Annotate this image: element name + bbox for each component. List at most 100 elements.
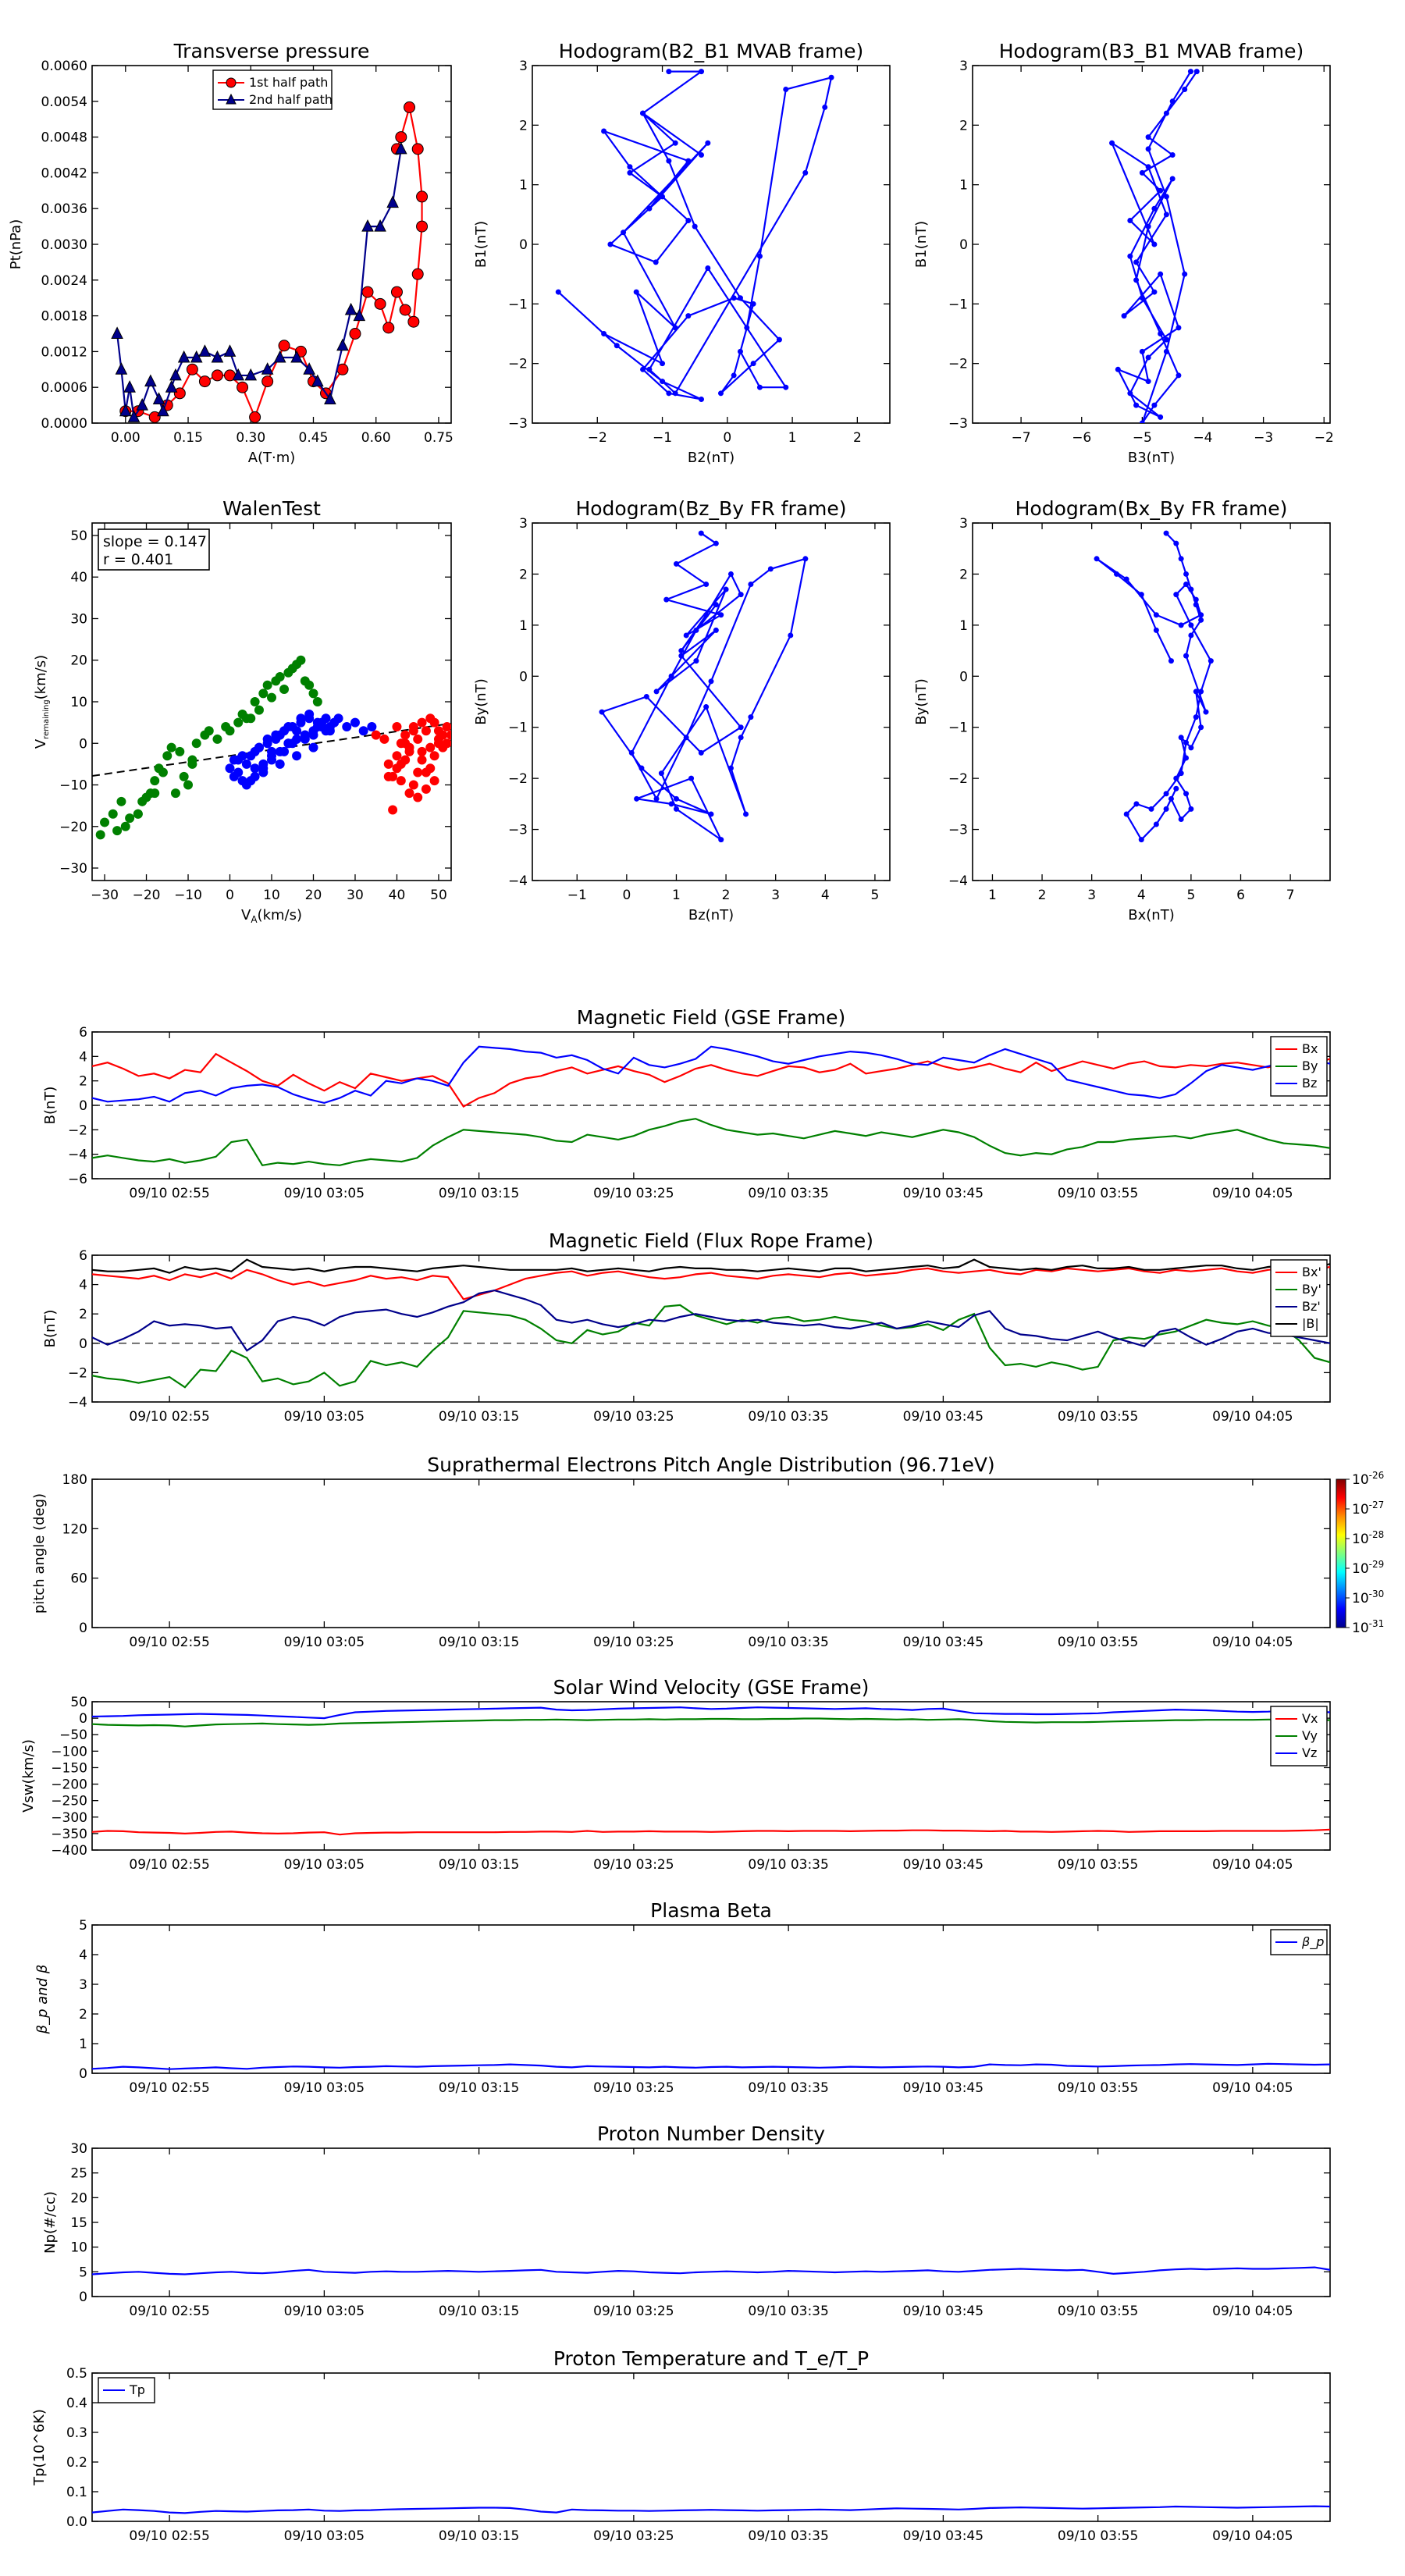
series-line: [1096, 532, 1212, 841]
scatter-point: [317, 721, 327, 731]
x-tick-label: 0: [723, 430, 731, 446]
data-point: [698, 530, 704, 536]
x-axis-label: B3(nT): [1128, 450, 1175, 466]
data-point: [638, 765, 645, 771]
data-point: [1094, 556, 1100, 562]
data-point: [601, 331, 607, 336]
y-tick-label: −10: [59, 778, 87, 794]
scatter-point: [112, 826, 123, 836]
data-point: [699, 396, 705, 402]
scatter-point: [296, 713, 306, 724]
y-tick-label: 6: [79, 1248, 87, 1264]
data-point: [653, 259, 659, 265]
data-point: [395, 131, 407, 144]
y-tick-label: 0.4: [66, 2396, 87, 2411]
scatter-point: [350, 717, 360, 728]
x-axis-label: Bz(nT): [688, 907, 734, 923]
x-axis-label: Bx(nT): [1128, 907, 1174, 923]
scatter-point: [400, 730, 411, 740]
scatter-point: [429, 751, 439, 761]
scatter-point: [267, 746, 276, 756]
y-axis-label: B1(nT): [473, 221, 489, 268]
data-point: [173, 387, 186, 400]
data-point: [177, 350, 190, 363]
data-point: [1193, 596, 1199, 603]
scatter-point: [333, 713, 343, 724]
data-point: [717, 390, 724, 397]
plot-frame: [532, 65, 891, 424]
colorbar-label: 10-27: [1352, 1500, 1384, 1517]
y-tick-label: 2: [79, 2007, 87, 2023]
y-axis-label: Vsw(km/s): [20, 1739, 37, 1813]
x-tick-label: 09/10 03:45: [903, 2080, 984, 2096]
data-point: [1113, 571, 1119, 577]
series-line: [92, 1118, 1330, 1167]
scatter-point: [367, 721, 377, 731]
data-point: [672, 140, 678, 146]
y-axis-label: pitch angle (deg): [31, 1493, 48, 1614]
scatter-point: [233, 767, 244, 777]
data-point: [1138, 592, 1144, 598]
y-tick-label: 2: [79, 1074, 87, 1090]
chart-panel: Proton Temperature and T_e/T_P 0.0 0.1 0.2 0…: [31, 2347, 1331, 2544]
scatter-point: [267, 692, 276, 703]
data-point: [1183, 791, 1190, 797]
scatter-point: [308, 688, 318, 699]
chart-title: Magnetic Field (Flux Rope Frame): [549, 1229, 873, 1252]
x-tick-label: 09/10 03:05: [284, 1857, 365, 1873]
legend-label: By': [1302, 1282, 1321, 1297]
x-tick-label: 09/10 03:25: [593, 1857, 674, 1873]
scatter-point: [237, 776, 247, 786]
data-point: [1151, 205, 1158, 212]
data-point: [783, 87, 789, 93]
y-tick-label: 0.0030: [41, 237, 87, 253]
data-point: [713, 627, 719, 633]
data-point: [1139, 295, 1145, 301]
scatter-point: [275, 746, 285, 756]
scatter-point: [433, 734, 443, 744]
y-tick-label: 15: [70, 2215, 87, 2231]
legend-label: Bx': [1302, 1265, 1321, 1279]
data-point: [1163, 212, 1169, 218]
x-tick-label: 09/10 03:25: [593, 1409, 674, 1425]
plot-area: [92, 2266, 1330, 2275]
data-point: [668, 673, 674, 679]
x-tick-label: 4: [821, 888, 830, 903]
data-point: [1178, 816, 1184, 822]
plot-area: [92, 2062, 1330, 2070]
y-tick-label: 0: [79, 1336, 87, 1352]
data-point: [678, 648, 685, 654]
data-point: [186, 363, 198, 375]
y-tick-label: 180: [62, 1472, 87, 1488]
y-tick-label: −3: [948, 416, 968, 432]
y-tick-label: 10: [70, 695, 87, 710]
data-point: [1109, 140, 1115, 146]
y-tick-label: 3: [959, 516, 968, 532]
series-line: [92, 1258, 1330, 1274]
data-point: [1208, 658, 1214, 664]
x-tick-label: 0.60: [361, 430, 391, 446]
plot-area: [1109, 69, 1200, 423]
x-tick-label: 1: [988, 888, 997, 903]
y-tick-label: 0: [79, 1621, 87, 1636]
data-point: [1188, 632, 1194, 639]
data-point: [1139, 420, 1145, 423]
data-point: [673, 806, 679, 812]
x-tick-label: 09/10 03:35: [748, 2080, 828, 2096]
x-tick-label: 09/10 03:55: [1058, 1857, 1138, 1873]
scatter-point: [279, 685, 290, 695]
x-tick-label: 09/10 03:45: [903, 1409, 984, 1425]
scatter-point: [166, 742, 176, 753]
data-point: [1163, 791, 1169, 797]
data-point: [198, 375, 211, 388]
y-tick-label: 2: [519, 118, 528, 133]
data-point: [756, 253, 763, 259]
data-point: [703, 612, 710, 618]
scatter-point: [308, 726, 318, 736]
y-tick-label: 0.0060: [41, 59, 87, 74]
y-tick-label: 0.3: [66, 2425, 87, 2441]
scatter-point: [254, 742, 264, 753]
scatter-point: [325, 726, 335, 736]
data-point: [157, 404, 169, 417]
